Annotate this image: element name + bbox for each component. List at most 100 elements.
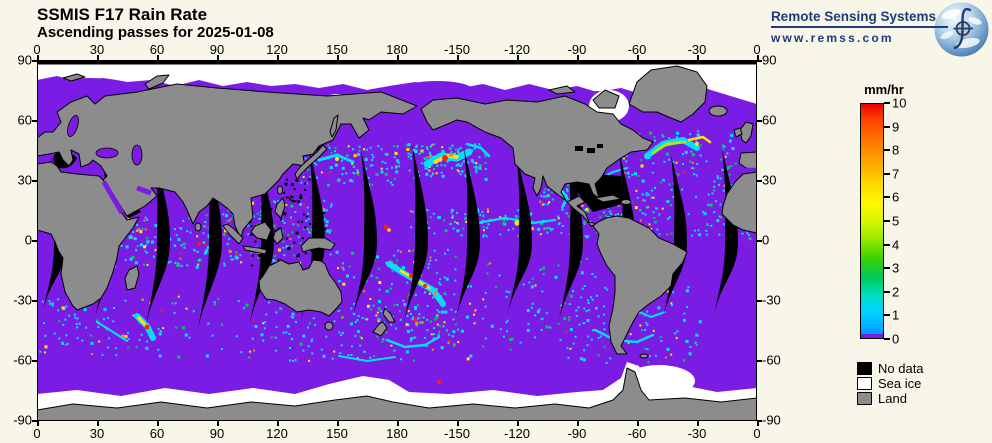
rain-speckle [468,302,471,305]
rain-speckle [106,346,109,349]
rain-speckle [568,318,571,321]
rain-speckle [386,167,388,170]
rain-speckle [596,231,598,234]
rain-speckle [546,194,550,198]
rain-speckle [375,277,378,279]
rain-speckle [391,183,394,186]
rain-speckle [723,145,726,148]
rain-speckle [461,162,463,165]
rain-speckle [57,309,60,312]
rain-speckle [228,219,231,222]
rain-speckle [442,325,445,328]
rain-speckle [596,294,598,297]
lon-tick-label: -30 [687,42,707,57]
rain-speckle [262,322,265,325]
rain-speckle [705,229,708,232]
rain-speckle [682,163,684,165]
rain-speckle [691,167,694,169]
rain-speckle [662,178,665,181]
rain-speckle [415,321,419,325]
rain-speckle [327,144,330,147]
rain-speckle [511,337,514,340]
rain-speckle [424,291,426,294]
rain-speckle [424,208,427,211]
rain-speckle [441,146,444,149]
rain-speckle [609,210,612,213]
rain-speckle [343,182,346,185]
rain-speckle [672,291,675,294]
lon-tick-mark [757,55,759,60]
rain-speckle [194,249,197,252]
rain-speckle [173,312,176,314]
rain-speckle [277,200,280,203]
rain-speckle [530,285,534,289]
rain-speckle [655,207,658,210]
rain-speckle [239,254,242,257]
rain-speckle [428,169,431,172]
rain-speckle [135,346,138,349]
rain-speckle [713,185,716,188]
rain-speckle [398,165,401,168]
rain-speckle [527,322,530,325]
rain-speckle [291,199,294,202]
rain-speckle [713,189,716,192]
rain-speckle [438,311,441,314]
rain-speckle [546,231,549,234]
rain-speckle [668,137,671,140]
rain-speckle [456,229,460,233]
rain-speckle [151,240,154,244]
rain-speckle [333,320,336,323]
rain-speckle [546,227,549,230]
rain-speckle [645,192,648,195]
remss-logo-name[interactable]: Remote Sensing Systems [770,9,948,28]
rain-speckle [146,218,149,221]
rain-speckle [565,330,568,333]
rain-speckle [378,288,381,291]
lat-tick-label: 60 [762,112,777,128]
rain-speckle [539,268,542,271]
lon-tick-label: 120 [266,42,288,57]
land-antarctica [36,367,758,422]
rain-speckle [681,188,684,191]
rain-speckle [695,195,698,198]
rain-speckle [158,354,162,358]
rain-speckle [310,175,313,178]
rain-speckle [631,173,634,176]
rain-speckle [392,315,394,318]
rain-core [449,153,453,157]
colorbar-units-label: mm/hr [864,82,904,97]
rain-speckle [325,220,329,224]
rain-speckle [406,148,410,151]
rain-speckle [705,233,708,236]
rain-speckle [363,350,366,353]
rain-speckle [341,266,344,269]
rain-speckle [382,338,385,341]
rain-speckle [198,259,201,262]
rain-speckle [435,172,438,175]
lat-tick-mark [32,240,37,242]
rain-speckle [236,253,239,256]
rain-speckle [452,227,455,230]
rain-speckle [436,323,439,326]
lon-tick-label: -120 [503,42,531,57]
rain-speckle [413,261,416,264]
rain-speckle [531,277,534,280]
remss-url-link[interactable]: www.remss.com [770,31,894,45]
rain-speckle [353,302,356,305]
lon-tick-mark [697,421,699,426]
lat-tick-mark [32,300,37,302]
rain-speckle [623,171,626,174]
rain-speckle [454,268,457,271]
rain-speckle [411,318,414,321]
rain-speckle [62,323,65,326]
rain-speckle [447,248,449,251]
rain-speckle [415,324,418,327]
rain-speckle [291,196,294,198]
rain-speckle [591,273,594,275]
rain-speckle [338,331,341,334]
rain-speckle [505,321,508,324]
land-taiwan [277,185,283,195]
rain-speckle [380,167,383,170]
rain-speckle [441,174,445,178]
rain-speckle [306,182,309,185]
